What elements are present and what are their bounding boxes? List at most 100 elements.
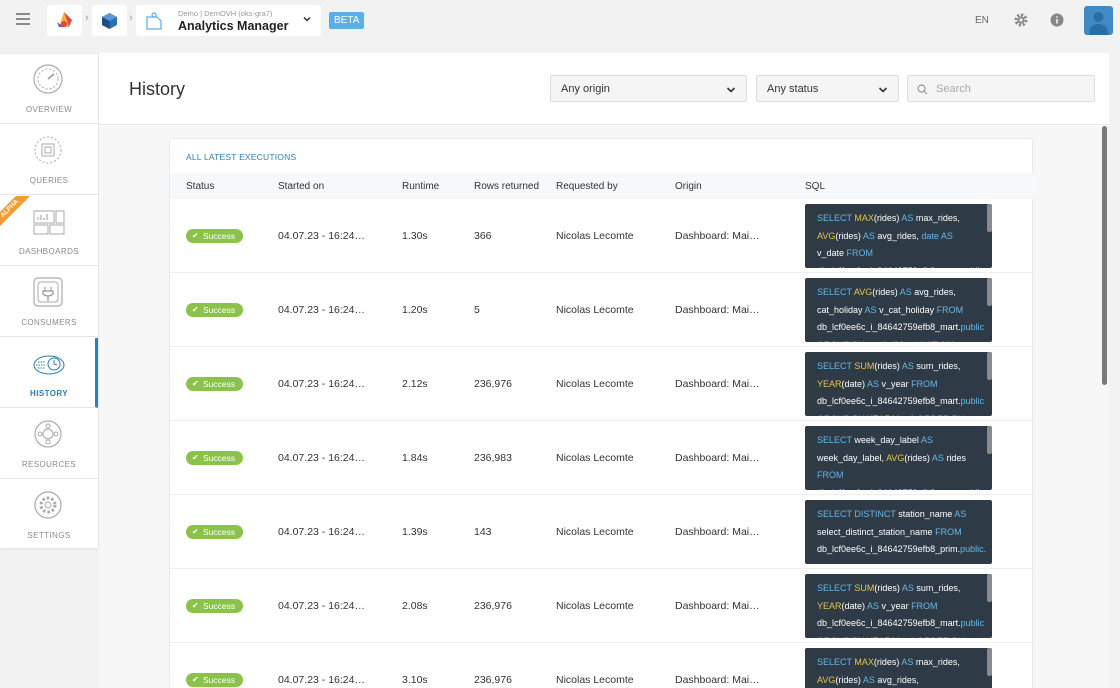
home-crumb[interactable]	[47, 5, 82, 36]
sql-token: v_year	[879, 600, 912, 611]
gear-icon[interactable]	[1013, 12, 1029, 28]
table-row[interactable]: ✔ Success 04.07.23 - 16:24… 2.12s 236,976 Nic…	[170, 347, 1034, 421]
avatar[interactable]	[1084, 6, 1113, 35]
sql-scrollbar[interactable]	[987, 648, 992, 676]
status-badge: ✔ Success	[186, 525, 243, 539]
sidebar-item-label: RESOURCES	[21, 460, 77, 469]
runtime-cell: 3.10s	[402, 674, 428, 686]
sidebar-item-resources[interactable]: RESOURCES	[0, 409, 98, 479]
sql-scrollbar[interactable]	[987, 574, 992, 602]
status-label: Success	[203, 305, 236, 315]
sql-token: YEAR	[864, 636, 892, 639]
origin-cell: Dashboard: Mai…	[675, 378, 760, 390]
sql-token: rides	[943, 452, 966, 463]
search-icon	[917, 84, 928, 95]
sql-token: avg_rides,	[874, 230, 922, 241]
sql-preview[interactable]: SELECT MAX(rides) AS max_rides, AVG(rides…	[805, 204, 992, 268]
sidebar-item-queries[interactable]: QUERIES	[0, 125, 98, 195]
settings-icon	[34, 491, 62, 519]
sql-preview[interactable]: SELECT DISTINCT station_name AS select_di…	[805, 500, 992, 564]
origin-filter-value: Any origin	[561, 83, 610, 95]
checkmark-icon: ✔	[192, 231, 199, 240]
sql-scrollbar[interactable]	[987, 352, 992, 380]
sql-token: (rides)	[835, 674, 863, 685]
sql-token: AVG	[853, 287, 873, 297]
sql-token: (date)	[891, 414, 917, 417]
sql-token: v_date	[817, 248, 847, 258]
sidebar-item-history[interactable]: HISTORY	[0, 338, 98, 408]
sql-token: FROM	[817, 470, 844, 480]
sql-token: db_lcf0ee6c_i_84642759efb8_mart.	[817, 618, 961, 628]
search-box[interactable]	[907, 75, 1095, 102]
sidebar-item-dashboards[interactable]: ALPHA DASHBOARDS	[0, 196, 98, 266]
info-icon[interactable]	[1050, 13, 1064, 27]
sql-token: SELECT	[817, 361, 855, 371]
column-header-requested-by[interactable]: Requested by	[556, 181, 618, 192]
sql-token: (rides)	[874, 583, 902, 593]
column-header-started-on[interactable]: Started on	[278, 181, 325, 192]
rows-returned-cell: 143	[474, 526, 492, 538]
sql-token: SELECT DISTINCT	[817, 509, 896, 519]
sidebar-item-settings[interactable]: SETTINGS	[0, 480, 98, 550]
sidebar-item-consumers[interactable]: CONSUMERS	[0, 267, 98, 337]
status-badge: ✔ Success	[186, 377, 243, 391]
column-header-sql[interactable]: SQL	[805, 181, 826, 192]
sql-preview[interactable]: SELECT SUM(rides) AS sum_rides, YEAR(date…	[805, 574, 992, 638]
sql-token: public	[960, 322, 985, 332]
origin-filter[interactable]: Any origin	[550, 75, 747, 102]
sidebar-item-label: HISTORY	[30, 389, 68, 398]
started-on-cell: 04.07.23 - 16:24…	[278, 600, 365, 612]
checkmark-icon: ✔	[192, 675, 199, 684]
table-row[interactable]: ✔ Success 04.07.23 - 16:24… 2.08s 236,976 Nic…	[170, 569, 1034, 643]
rows-returned-cell: 236,976	[474, 674, 512, 686]
vertical-scrollbar[interactable]	[1102, 126, 1107, 385]
chevron-down-icon	[878, 87, 888, 93]
table-row[interactable]: ✔ Success 04.07.23 - 16:24… 1.20s 5 Nicolas L…	[170, 273, 1034, 347]
sql-scrollbar[interactable]	[987, 278, 992, 306]
sql-token: AS	[862, 674, 875, 685]
rows-returned-cell: 236,976	[474, 378, 512, 390]
main-panel: History Any origin Any status ALL LATEST…	[99, 53, 1109, 688]
sql-token: public	[960, 396, 985, 406]
table-row[interactable]: ✔ Success 04.07.23 - 16:24… 1.30s 366 Nicolas…	[170, 199, 1034, 273]
app-selector[interactable]: Demo | DemOVH (oks-gra7) Analytics Manag…	[136, 5, 321, 36]
column-header-status[interactable]: Status	[186, 181, 215, 192]
column-header-rows-returned[interactable]: Rows returned	[474, 181, 540, 192]
column-header-origin[interactable]: Origin	[675, 181, 702, 192]
sql-line: db_lcf0ee6c_i_84642759efb8_prim.public.	[817, 541, 992, 559]
sidebar-item-overview[interactable]: OVERVIEW	[0, 54, 98, 124]
sql-token: (rides)	[874, 361, 902, 371]
sql-preview[interactable]: SELECT AVG(rides) AS avg_rides, cat_holid…	[805, 278, 992, 342]
executions-card: ALL LATEST EXECUTIONS Status Started on …	[169, 138, 1034, 688]
sql-line: week_day_label, AVG(rides) AS rides	[817, 450, 992, 468]
sql-line: SELECT MAX(rides) AS max_rides,	[817, 654, 992, 672]
dataiku-logo-icon	[57, 12, 72, 27]
sql-scrollbar[interactable]	[987, 426, 992, 454]
sql-token: v_cat_holiday	[876, 304, 937, 315]
app-name: Analytics Manager	[178, 19, 289, 33]
menu-icon[interactable]	[16, 13, 30, 25]
sql-token: FROM	[935, 526, 962, 537]
sql-preview[interactable]: SELECT MAX(rides) AS max_rides, AVG(rides…	[805, 648, 992, 688]
sql-preview[interactable]: SELECT week_day_label AS week_day_label, …	[805, 426, 992, 490]
chevron-down-icon	[726, 87, 736, 93]
table-row[interactable]: ✔ Success 04.07.23 - 16:24… 1.84s 236,983 Nic…	[170, 421, 1034, 495]
sql-preview[interactable]: SELECT SUM(rides) AS sum_rides, YEAR(date…	[805, 352, 992, 416]
sql-token: (rides)	[904, 452, 932, 463]
table-row[interactable]: ✔ Success 04.07.23 - 16:24… 1.39s 143 Nicolas…	[170, 495, 1034, 569]
sql-token: (date)	[841, 378, 868, 389]
sql-scrollbar[interactable]	[987, 204, 992, 232]
rows-returned-cell: 236,976	[474, 600, 512, 612]
table-header: Status Started on Runtime Rows returned …	[170, 173, 1034, 199]
language-selector[interactable]: EN	[975, 15, 989, 26]
sql-token: SUM	[854, 583, 875, 593]
search-input[interactable]	[936, 81, 1086, 97]
chevron-down-icon	[303, 16, 311, 22]
table-row[interactable]: ✔ Success 04.07.23 - 16:24… 3.10s 236,976 Nic…	[170, 643, 1034, 688]
status-filter[interactable]: Any status	[756, 75, 899, 102]
origin-cell: Dashboard: Mai…	[675, 674, 760, 686]
project-crumb[interactable]	[92, 5, 127, 36]
origin-cell: Dashboard: Mai…	[675, 526, 760, 538]
column-header-runtime[interactable]: Runtime	[402, 181, 440, 192]
requested-by-cell: Nicolas Lecomte	[556, 600, 634, 612]
